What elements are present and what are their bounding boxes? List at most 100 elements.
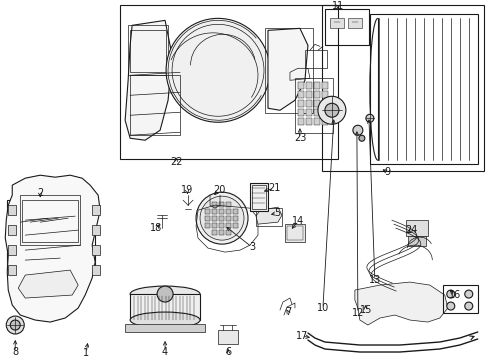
Polygon shape <box>355 282 448 325</box>
Bar <box>295 78 333 133</box>
Text: 23: 23 <box>294 133 306 143</box>
Text: 8: 8 <box>12 347 18 357</box>
Ellipse shape <box>130 312 200 328</box>
Bar <box>322 118 328 125</box>
Bar <box>8 225 16 235</box>
Bar <box>226 216 231 221</box>
Bar <box>226 223 231 228</box>
Bar <box>306 109 312 116</box>
Bar <box>20 195 80 245</box>
Text: 5: 5 <box>274 208 280 218</box>
Bar <box>212 209 217 214</box>
Bar <box>22 200 78 242</box>
Bar <box>252 185 266 209</box>
Bar <box>7 200 95 270</box>
Bar <box>212 223 217 228</box>
Bar <box>125 324 205 332</box>
Bar <box>322 5 484 171</box>
Bar <box>205 216 210 221</box>
Polygon shape <box>20 236 46 246</box>
Circle shape <box>200 196 244 240</box>
Bar <box>233 216 238 221</box>
Polygon shape <box>268 28 308 110</box>
Text: 18: 18 <box>150 223 162 233</box>
Bar <box>205 223 210 228</box>
Ellipse shape <box>130 286 200 302</box>
Text: 11: 11 <box>332 1 344 12</box>
Bar <box>287 226 303 240</box>
Text: 9: 9 <box>385 167 391 177</box>
Bar <box>285 224 305 242</box>
Bar <box>219 209 224 214</box>
Bar <box>92 265 100 275</box>
Bar <box>92 225 100 235</box>
Polygon shape <box>18 270 78 298</box>
Circle shape <box>353 125 363 135</box>
Bar <box>219 216 224 221</box>
Bar <box>8 205 16 215</box>
Circle shape <box>447 302 455 310</box>
Bar <box>256 208 282 226</box>
Circle shape <box>318 96 346 124</box>
Polygon shape <box>12 216 58 236</box>
Text: 15: 15 <box>360 305 372 315</box>
Bar <box>314 118 320 125</box>
Bar <box>233 223 238 228</box>
Bar <box>314 82 320 89</box>
Polygon shape <box>125 21 172 140</box>
Bar <box>306 91 312 98</box>
Bar <box>92 245 100 255</box>
Bar <box>212 202 217 207</box>
Text: 12: 12 <box>352 308 364 318</box>
Circle shape <box>325 103 339 117</box>
Bar <box>130 30 166 72</box>
Text: 10: 10 <box>317 303 329 313</box>
Bar <box>322 82 328 89</box>
Text: 24: 24 <box>406 225 418 235</box>
Text: 2: 2 <box>37 188 43 198</box>
Bar <box>325 9 369 45</box>
Bar <box>298 118 304 125</box>
Bar <box>212 216 217 221</box>
Polygon shape <box>5 175 100 322</box>
Text: 14: 14 <box>292 216 304 226</box>
Bar <box>322 100 328 107</box>
Bar <box>306 118 312 125</box>
Bar <box>250 183 268 211</box>
Bar <box>219 202 224 207</box>
Bar <box>314 100 320 107</box>
Circle shape <box>465 302 473 310</box>
Bar <box>92 205 100 215</box>
Bar <box>205 209 210 214</box>
Bar <box>408 236 426 246</box>
Text: 19: 19 <box>181 185 193 195</box>
Bar <box>306 82 312 89</box>
Bar <box>298 100 304 107</box>
Bar <box>218 330 238 344</box>
Bar <box>370 14 478 164</box>
Bar <box>219 230 224 235</box>
Bar <box>219 223 224 228</box>
Bar <box>226 209 231 214</box>
Circle shape <box>366 114 374 122</box>
Bar <box>298 91 304 98</box>
Bar <box>305 50 327 68</box>
Bar <box>128 25 168 75</box>
Bar <box>8 265 16 275</box>
Bar <box>306 100 312 107</box>
Bar <box>120 5 338 159</box>
Bar <box>406 220 428 236</box>
Text: 16: 16 <box>449 290 461 300</box>
Text: 20: 20 <box>213 185 225 195</box>
Bar <box>314 91 320 98</box>
Bar <box>298 82 304 89</box>
Text: 4: 4 <box>162 347 168 357</box>
Circle shape <box>166 18 270 122</box>
Circle shape <box>359 135 365 141</box>
Text: 21: 21 <box>268 183 280 193</box>
Text: 6: 6 <box>225 347 231 357</box>
Bar <box>348 18 362 28</box>
Text: 13: 13 <box>369 275 381 285</box>
Bar <box>130 75 180 135</box>
Circle shape <box>465 290 473 298</box>
